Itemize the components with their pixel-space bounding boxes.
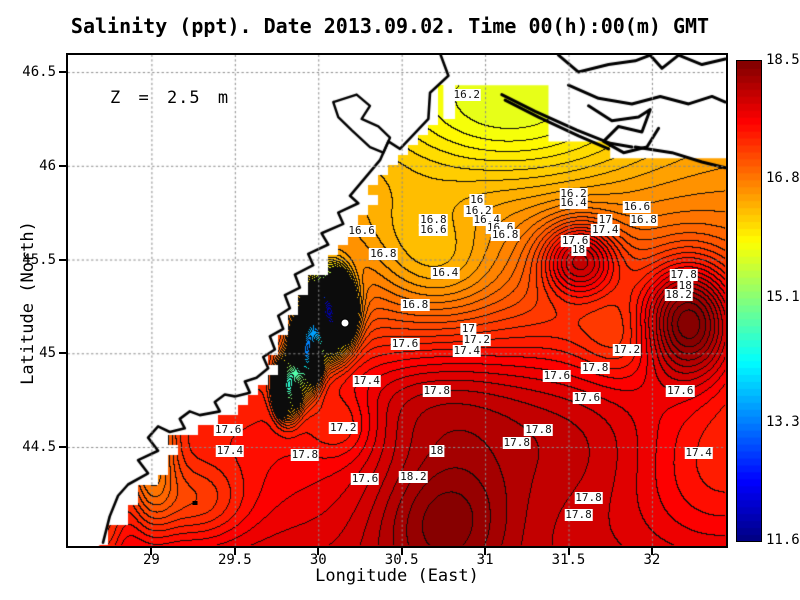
contour-label: 17.8: [290, 447, 320, 461]
contour-label: 17.6: [666, 383, 695, 397]
colorbar-tick-label: 11.6: [766, 532, 800, 548]
x-axis-tick-label: 31: [476, 552, 494, 568]
contour-label: 17.6: [350, 471, 380, 485]
y-axis-tick: [59, 352, 66, 355]
x-axis-tick: [400, 548, 403, 555]
contour-label: 17.2: [612, 342, 642, 356]
contour-label: 17: [460, 321, 477, 335]
x-axis-tick: [650, 548, 653, 555]
contour-label: 17: [597, 213, 613, 227]
contour-label: 17.8: [422, 383, 451, 397]
contour-label: 17.8: [669, 267, 698, 281]
x-axis-label: Longitude (East): [315, 566, 479, 586]
contour-label: 16.8: [629, 213, 658, 227]
contour-label: 17.8: [564, 507, 593, 521]
y-axis-tick: [59, 164, 66, 167]
contour-label: 18.2: [399, 470, 428, 483]
contour-label: 17.6: [560, 233, 590, 247]
contour-label: 17.8: [580, 361, 610, 375]
contour-label: 16.6: [419, 222, 448, 236]
contour-label: 18: [429, 443, 445, 457]
x-axis-tick-label: 29.5: [217, 552, 252, 568]
x-axis-tick-label: 32: [643, 552, 661, 568]
contour-label: 18: [570, 243, 587, 257]
y-axis-tick: [59, 71, 66, 74]
y-axis-tick: [59, 446, 66, 448]
contour-label: 17.4: [590, 222, 620, 236]
contour-label: 18: [677, 278, 693, 292]
plot-title: Salinity (ppt). Date 2013.09.02. Time 00…: [70, 14, 710, 38]
x-axis-tick: [317, 548, 320, 555]
contour-label: 17.8: [524, 423, 553, 437]
colorbar: [736, 60, 762, 542]
contour-label: 16.8: [400, 297, 430, 311]
contour-label: 17.6: [213, 423, 243, 437]
contour-label: 16.4: [430, 265, 460, 279]
contour-label: 16.8: [369, 246, 398, 260]
contour-label: 16.6: [347, 224, 376, 238]
x-axis-tick: [150, 548, 153, 555]
contour-label: 16.4: [559, 196, 588, 210]
contour-label: 17.6: [572, 391, 602, 405]
contour-label: 18.2: [664, 288, 693, 302]
contour-label: 17.4: [215, 443, 245, 457]
colorbar-tick-label: 18.5: [766, 52, 800, 68]
contour-label: 17.8: [574, 490, 603, 504]
contour-label: 16: [469, 192, 485, 206]
contour-map-canvas: [68, 55, 726, 546]
contour-label: 16.2: [452, 87, 481, 101]
colorbar-tick-label: 13.3: [766, 413, 800, 430]
y-axis-label: Latitude (North): [18, 221, 38, 385]
contour-label: 17.2: [329, 421, 358, 435]
contour-label: 17.8: [502, 436, 532, 450]
extremum-marker-dot: [192, 501, 198, 506]
y-axis-tick-label: 46.5: [22, 64, 56, 81]
contour-label: 17.4: [684, 445, 713, 459]
extremum-marker-circle: [340, 318, 350, 328]
x-axis-tick: [484, 548, 487, 555]
contour-label: 17.4: [352, 374, 381, 388]
colorbar-tick-label: 16.8: [766, 170, 800, 187]
y-axis-tick: [59, 258, 66, 261]
y-axis-tick-label: 44.5: [22, 439, 56, 455]
x-axis-tick-label: 31.5: [551, 552, 586, 568]
contour-label: 17.2: [462, 333, 491, 347]
contour-label: 16.6: [622, 200, 652, 214]
y-axis-tick-label: 45: [39, 345, 56, 362]
contour-label: 17.4: [452, 344, 481, 358]
contour-label: 16.2: [559, 186, 588, 200]
contour-label: 16.8: [490, 228, 520, 242]
x-axis-tick: [567, 548, 570, 555]
y-axis-tick-label: 45.5: [22, 251, 56, 268]
contour-label: 17.6: [390, 336, 420, 350]
x-axis-tick-label: 30: [309, 552, 327, 568]
x-axis-tick-label: 30.5: [384, 552, 419, 568]
contour-label: 16.8: [419, 213, 448, 227]
x-axis-tick-label: 29: [142, 552, 160, 568]
y-axis-tick-label: 46: [39, 157, 56, 174]
colorbar-tick-label: 15.1: [766, 288, 800, 305]
contour-label: 16.2: [464, 203, 493, 217]
depth-annotation: Z = 2.5 m: [110, 88, 230, 108]
contour-label: 17.6: [542, 368, 572, 382]
x-axis-tick: [233, 548, 236, 555]
